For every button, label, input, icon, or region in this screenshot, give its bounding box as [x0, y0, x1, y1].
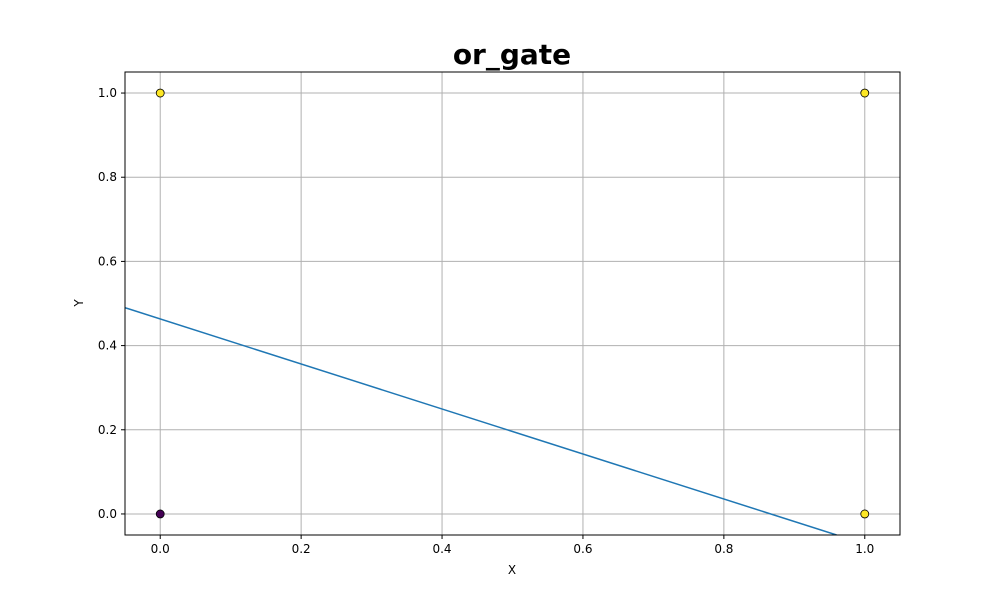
y-tick-label: 0.0	[98, 507, 117, 521]
decision-boundary-layer	[125, 306, 837, 535]
scatter-point	[155, 509, 165, 519]
x-tick-label: 0.2	[292, 542, 311, 556]
y-tick-label: 0.6	[98, 254, 117, 268]
x-axis-label: X	[508, 563, 516, 577]
x-tick-label: 1.0	[855, 542, 874, 556]
x-tick-label: 0.8	[714, 542, 733, 556]
x-tick-label: 0.0	[151, 542, 170, 556]
axis-ticks: 0.0 0.2 0.4 0.6 0.8 1.0 0.0 0.2 0.4 0.6 0.8 1.0	[98, 86, 874, 556]
scatter-point	[860, 509, 870, 519]
scatter-point	[155, 88, 165, 98]
y-tick-label: 0.2	[98, 423, 117, 437]
y-tick-label: 0.4	[98, 339, 117, 353]
y-axis-label: Y	[72, 299, 86, 308]
y-tick-label: 0.8	[98, 170, 117, 184]
y-tick-label: 1.0	[98, 86, 117, 100]
scatter-point	[860, 88, 870, 98]
scatter-points	[155, 88, 870, 519]
decision-boundary-line	[125, 306, 837, 535]
chart-title: or_gate	[453, 38, 571, 71]
plot-frame	[124, 71, 901, 536]
x-tick-label: 0.4	[432, 542, 451, 556]
x-tick-label: 0.6	[573, 542, 592, 556]
grid	[125, 72, 900, 535]
